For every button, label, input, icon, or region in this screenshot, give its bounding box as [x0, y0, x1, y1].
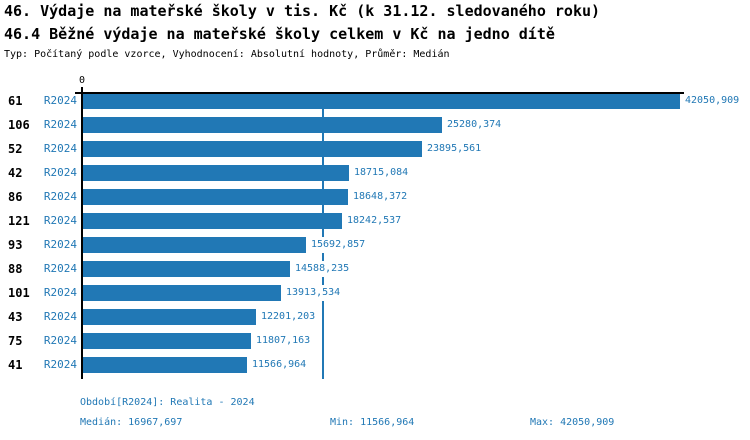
row-value-label: 11807,163: [255, 333, 312, 349]
row-value-label: 12201,203: [260, 309, 317, 325]
row-value-label: 18715,084: [353, 165, 410, 181]
row-category-label: 88: [8, 262, 23, 276]
row-category-label: 101: [8, 286, 30, 300]
row-category-label: 106: [8, 118, 30, 132]
row-bar: [83, 357, 247, 373]
footer-period: Období[R2024]: Realita - 2024: [80, 397, 255, 408]
median-reference-line: [322, 92, 324, 379]
x-axis-zero-tick-mark: [81, 87, 83, 92]
row-period-label: R2024: [43, 214, 77, 227]
chart-title-line2: 46.4 Běžné výdaje na mateřské školy celk…: [4, 25, 555, 43]
row-bar: [83, 165, 349, 181]
chart-subtitle: Typ: Počítaný podle vzorce, Vyhodnocení:…: [4, 49, 450, 60]
row-period-label: R2024: [43, 358, 77, 371]
row-category-label: 61: [8, 94, 23, 108]
row-category-label: 41: [8, 358, 23, 372]
footer-min: Min: 11566,964: [330, 417, 415, 428]
y-axis-line: [81, 92, 83, 379]
row-period-label: R2024: [43, 238, 77, 251]
row-period-label: R2024: [43, 142, 77, 155]
row-bar: [83, 333, 251, 349]
row-value-label: 23895,561: [426, 141, 483, 157]
footer-median: Medián: 16967,697: [80, 417, 183, 428]
row-category-label: 121: [8, 214, 30, 228]
row-value-label: 42050,909: [684, 93, 741, 109]
chart-title-line1: 46. Výdaje na mateřské školy v tis. Kč (…: [4, 2, 601, 20]
row-bar: [83, 141, 422, 157]
row-period-label: R2024: [43, 118, 77, 131]
row-bar: [83, 117, 442, 133]
row-bar: [83, 261, 290, 277]
row-category-label: 43: [8, 310, 23, 324]
row-category-label: 86: [8, 190, 23, 204]
row-value-label: 18648,372: [352, 189, 409, 205]
row-bar: [83, 237, 306, 253]
row-value-label: 25280,374: [446, 117, 503, 133]
row-category-label: 75: [8, 334, 23, 348]
row-period-label: R2024: [43, 94, 77, 107]
row-period-label: R2024: [43, 190, 77, 203]
row-period-label: R2024: [43, 262, 77, 275]
row-value-label: 11566,964: [251, 357, 308, 373]
row-period-label: R2024: [43, 334, 77, 347]
row-value-label: 15692,857: [310, 237, 367, 253]
row-category-label: 52: [8, 142, 23, 156]
x-axis-top-line: [75, 92, 684, 94]
row-value-label: 18242,537: [346, 213, 403, 229]
row-category-label: 42: [8, 166, 23, 180]
row-bar: [83, 189, 348, 205]
row-bar: [83, 213, 342, 229]
row-period-label: R2024: [43, 310, 77, 323]
footer-max: Max: 42050,909: [530, 417, 615, 428]
row-period-label: R2024: [43, 166, 77, 179]
row-bar: [83, 93, 680, 109]
row-bar: [83, 309, 256, 325]
row-value-label: 14588,235: [294, 261, 351, 277]
row-category-label: 93: [8, 238, 23, 252]
row-bar: [83, 285, 281, 301]
row-period-label: R2024: [43, 286, 77, 299]
x-axis-zero-tick-label: 0: [78, 75, 86, 86]
row-value-label: 13913,534: [285, 285, 342, 301]
